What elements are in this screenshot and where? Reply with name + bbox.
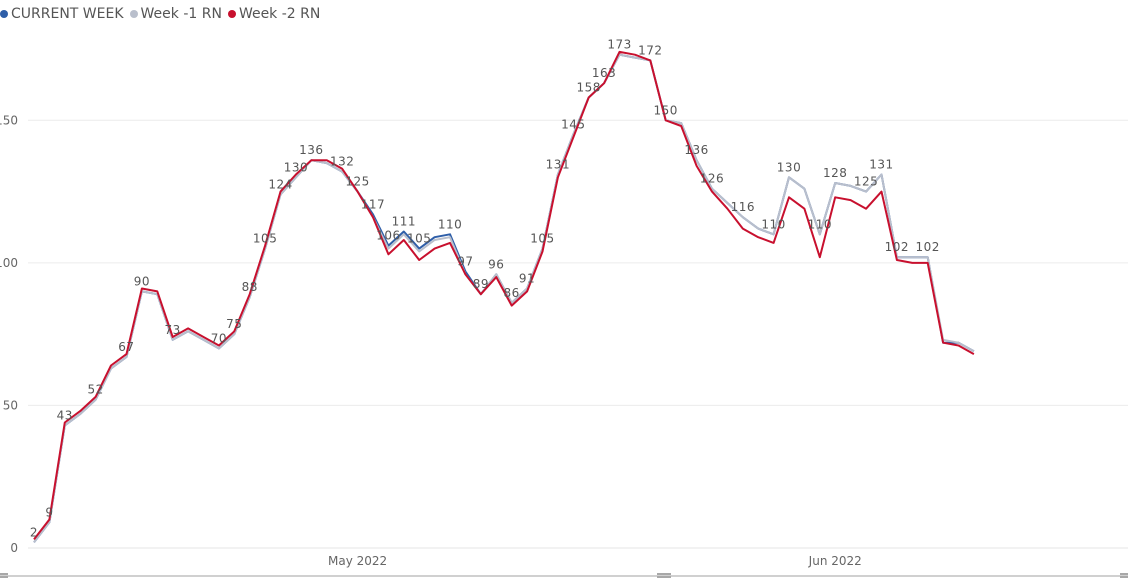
y-axis: 0 50 100 150 (0, 113, 18, 555)
data-label-40: 172 (638, 43, 662, 57)
data-label-37: 163 (592, 66, 616, 80)
legend-item-current-week[interactable]: CURRENT WEEK (0, 6, 124, 22)
legend-swatch-week-2 (227, 10, 236, 18)
data-label-31: 86 (504, 286, 520, 300)
data-label-49: 130 (777, 160, 801, 174)
data-label-48: 110 (761, 217, 785, 231)
data-label-9: 73 (165, 323, 181, 337)
scroll-track (0, 575, 1128, 577)
data-label-29: 89 (473, 277, 489, 291)
data-label-32: 91 (519, 272, 535, 286)
data-label-20: 132 (330, 155, 354, 169)
data-label-38: 173 (607, 38, 631, 52)
data-label-28: 97 (457, 254, 473, 268)
data-label-43: 136 (684, 143, 708, 157)
legend-label-current-week: CURRENT WEEK (11, 6, 124, 22)
data-label-35: 145 (561, 118, 585, 132)
data-label-58: 102 (915, 240, 939, 254)
data-label-7: 90 (134, 274, 150, 288)
data-label-6: 67 (118, 340, 134, 354)
y-tick-label-100: 100 (0, 256, 18, 270)
data-label-51: 110 (808, 217, 832, 231)
data-label-25: 105 (407, 232, 431, 246)
series-lines (33, 50, 975, 543)
resize-handle-center[interactable] (657, 573, 671, 578)
data-label-30: 96 (488, 257, 504, 271)
data-label-12: 70 (211, 331, 227, 345)
data-label-33: 105 (530, 232, 554, 246)
legend-swatch-current-week (0, 10, 8, 18)
legend-item-week-1[interactable]: Week -1 RN (129, 6, 222, 22)
data-label-34: 131 (546, 157, 570, 171)
data-label-56: 102 (885, 240, 909, 254)
x-tick-label-1: Jun 2022 (808, 554, 862, 568)
data-label-16: 124 (268, 177, 292, 191)
legend: CURRENT WEEK Week -1 RN Week -2 RN (0, 4, 326, 24)
data-label-13: 75 (226, 317, 242, 331)
data-label-1: 9 (45, 505, 53, 519)
y-tick-label-150: 150 (0, 113, 18, 127)
legend-label-week-2: Week -2 RN (238, 6, 321, 22)
x-tick-label-0: May 2022 (328, 554, 387, 568)
data-label-46: 116 (731, 200, 755, 214)
series-line-2 (33, 50, 975, 541)
data-label-36: 158 (577, 80, 601, 94)
data-label-41: 150 (654, 103, 678, 117)
data-label-14: 88 (242, 280, 258, 294)
resize-handle-left[interactable] (0, 573, 8, 578)
data-label-52: 128 (823, 166, 847, 180)
y-tick-label-0: 0 (10, 541, 18, 555)
data-label-0: 2 (30, 525, 38, 539)
data-label-18: 136 (299, 143, 323, 157)
data-label-24: 111 (392, 214, 416, 228)
gridlines (28, 119, 1128, 549)
legend-label-week-1: Week -1 RN (140, 6, 222, 22)
data-label-17: 130 (284, 160, 308, 174)
data-label-55: 131 (869, 157, 893, 171)
data-label-54: 125 (854, 175, 878, 189)
data-label-22: 117 (361, 197, 385, 211)
data-label-44: 126 (700, 172, 724, 186)
legend-item-week-2[interactable]: Week -2 RN (227, 6, 321, 22)
data-label-23: 106 (376, 229, 400, 243)
data-label-2: 43 (57, 408, 73, 422)
data-label-4: 52 (87, 383, 103, 397)
data-label-27: 110 (438, 217, 462, 231)
legend-swatch-week-1 (129, 10, 138, 18)
series-line-1 (33, 53, 975, 543)
data-label-21: 125 (345, 175, 369, 189)
data-label-15: 105 (253, 232, 277, 246)
resize-handle-right[interactable] (1120, 573, 1128, 578)
x-axis: May 2022 Jun 2022 (328, 554, 862, 568)
y-tick-label-50: 50 (3, 398, 18, 412)
